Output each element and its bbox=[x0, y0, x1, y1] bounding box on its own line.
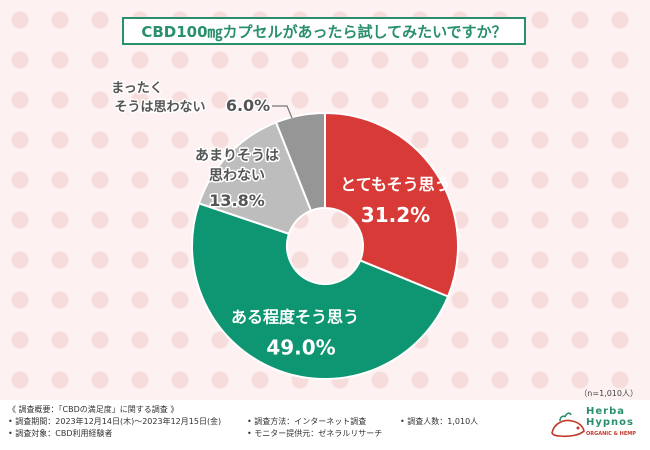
animal-logo-icon bbox=[551, 412, 585, 438]
slice-4-leader-line bbox=[272, 105, 293, 119]
slice-label-4-line1: まったく bbox=[111, 81, 162, 96]
slice-label-3-line2: 思わない bbox=[209, 168, 265, 184]
survey-overview: 《 調査概要：「CBDの満足度」に関する調査 》 bbox=[8, 405, 179, 414]
survey-method: • 調査方法：インターネット調査 bbox=[247, 417, 367, 426]
slice-value-4: 6.0% bbox=[226, 96, 270, 115]
survey-target: • 調査対象：CBD利用経験者 bbox=[8, 429, 113, 438]
sample-size: （n=1,010人） bbox=[579, 389, 638, 398]
pie-slice-2 bbox=[191, 202, 450, 380]
survey-footer: 《 調査概要：「CBDの満足度」に関する調査 》 • 調査期間：2023年12月… bbox=[0, 400, 650, 450]
logo-text-herba: Herba bbox=[586, 406, 625, 417]
logo-text-organic: ORGANIC & HEMP bbox=[586, 431, 636, 437]
logo-text-hypnos: Hypnos bbox=[586, 417, 634, 428]
slice-value-2: 49.0% bbox=[266, 336, 335, 360]
brand-logo: Herba Hypnos ORGANIC & HEMP bbox=[548, 403, 648, 447]
slice-value-1: 31.2% bbox=[361, 203, 430, 227]
pie-slice-1 bbox=[324, 111, 459, 298]
survey-provider: • モニター提供元：ゼネラルリサーチ bbox=[247, 429, 383, 438]
slice-label-1: とてもそう思う bbox=[340, 175, 450, 194]
chart-title: CBD100㎎カプセルがあったら試してみたいですか？ bbox=[122, 17, 526, 45]
slice-label-3-line1: あまりそうは bbox=[195, 148, 279, 164]
survey-count: • 調査人数：1,010人 bbox=[400, 417, 479, 426]
pie-slice-4 bbox=[274, 111, 326, 212]
slice-label-2: ある程度そう思う bbox=[231, 308, 359, 327]
slice-value-3: 13.8% bbox=[209, 191, 265, 210]
survey-period: • 調査期間：2023年12月14日(木)～2023年12月15日(金) bbox=[8, 417, 222, 426]
slice-label-4-line2: そうは思わない bbox=[114, 100, 205, 115]
pie-slice-3 bbox=[197, 121, 313, 236]
